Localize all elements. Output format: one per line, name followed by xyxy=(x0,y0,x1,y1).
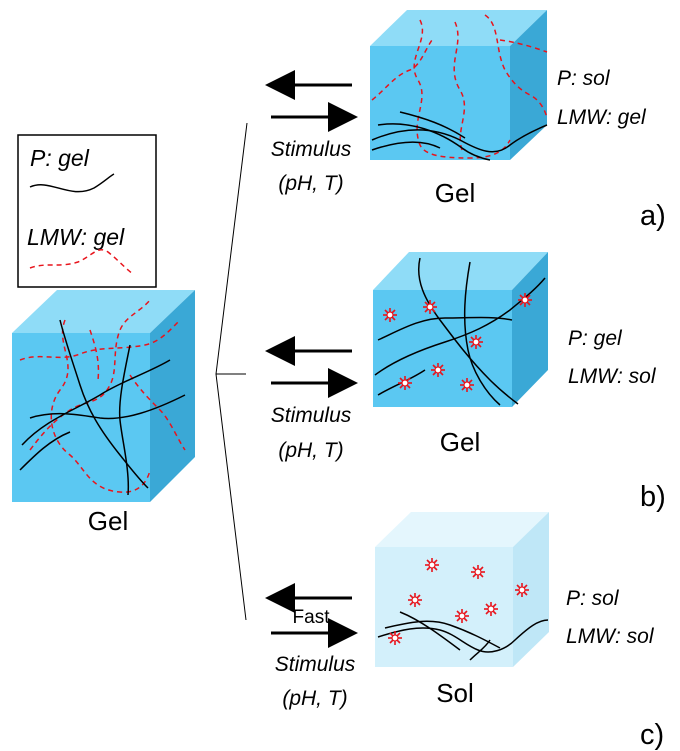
legend-frame xyxy=(17,134,157,288)
legend-polymer-label: P: gel xyxy=(30,145,90,171)
stimulus-detail: (pH, T) xyxy=(278,172,343,195)
legend-lmw-label: LMW: gel xyxy=(27,224,125,250)
result-state-label: Gel xyxy=(440,427,480,457)
micelle xyxy=(454,608,470,624)
micelle xyxy=(517,292,533,308)
initial-state-label: Gel xyxy=(88,506,128,536)
lmw-state: LMW: sol xyxy=(568,365,657,388)
stimulus-label: Stimulus xyxy=(275,653,356,676)
branch-connector xyxy=(215,122,248,621)
panel-letter: b) xyxy=(640,481,666,513)
micelle xyxy=(397,375,413,391)
branch-a: Stimulus (pH, T) Gel P: sol LMW: gel a) xyxy=(265,10,666,232)
cube-side xyxy=(513,512,549,667)
cube-front xyxy=(12,333,150,502)
legend-polymer-line xyxy=(29,173,115,193)
micelle xyxy=(387,630,403,646)
stimulus-label: Stimulus xyxy=(271,404,352,427)
panel-letter: a) xyxy=(640,200,666,232)
lmw-state: LMW: sol xyxy=(566,625,655,648)
branch-c: Fast Stimulus (pH, T) Sol P: sol LMW: so… xyxy=(265,512,664,751)
initial-gel-cube: Gel xyxy=(12,290,195,536)
cube-front xyxy=(373,290,512,407)
micelle xyxy=(430,362,446,378)
micelle xyxy=(468,334,484,350)
micelle xyxy=(424,557,440,573)
polymer-fibers xyxy=(377,611,549,661)
legend-lmw-line xyxy=(29,249,134,275)
cube-top xyxy=(373,252,548,290)
polymer-fibers xyxy=(371,111,548,161)
cube-top xyxy=(12,290,195,333)
panel-letter: c) xyxy=(640,719,664,751)
lmw-fibers xyxy=(371,14,548,159)
cube-top xyxy=(375,512,549,547)
micelle xyxy=(382,307,398,323)
fast-label: Fast xyxy=(293,607,331,628)
cube-top xyxy=(370,10,547,46)
micelle xyxy=(483,601,499,617)
polymer-state: P: sol xyxy=(566,587,620,610)
cube-side xyxy=(510,10,547,160)
cube-side xyxy=(512,252,548,407)
lmw-fibers xyxy=(19,299,186,493)
micelle xyxy=(407,592,423,608)
micelle xyxy=(470,564,486,580)
legend-box: P: gel LMW: gel xyxy=(17,134,157,288)
micelle xyxy=(459,377,475,393)
polymer-state: P: sol xyxy=(557,67,611,90)
branch-b: Stimulus (pH, T) Gel P: gel LMW: sol b) xyxy=(265,252,666,513)
result-state-label: Gel xyxy=(435,178,475,208)
micelle xyxy=(422,299,438,315)
stimulus-detail: (pH, T) xyxy=(282,687,347,710)
stimulus-detail: (pH, T) xyxy=(278,439,343,462)
polymer-state: P: gel xyxy=(568,327,623,350)
stimulus-label: Stimulus xyxy=(271,138,352,161)
result-state-label: Sol xyxy=(436,678,474,708)
micelle xyxy=(514,582,530,598)
polymer-fibers xyxy=(19,319,186,496)
cube-front xyxy=(370,46,510,160)
lmw-state: LMW: gel xyxy=(557,106,647,129)
